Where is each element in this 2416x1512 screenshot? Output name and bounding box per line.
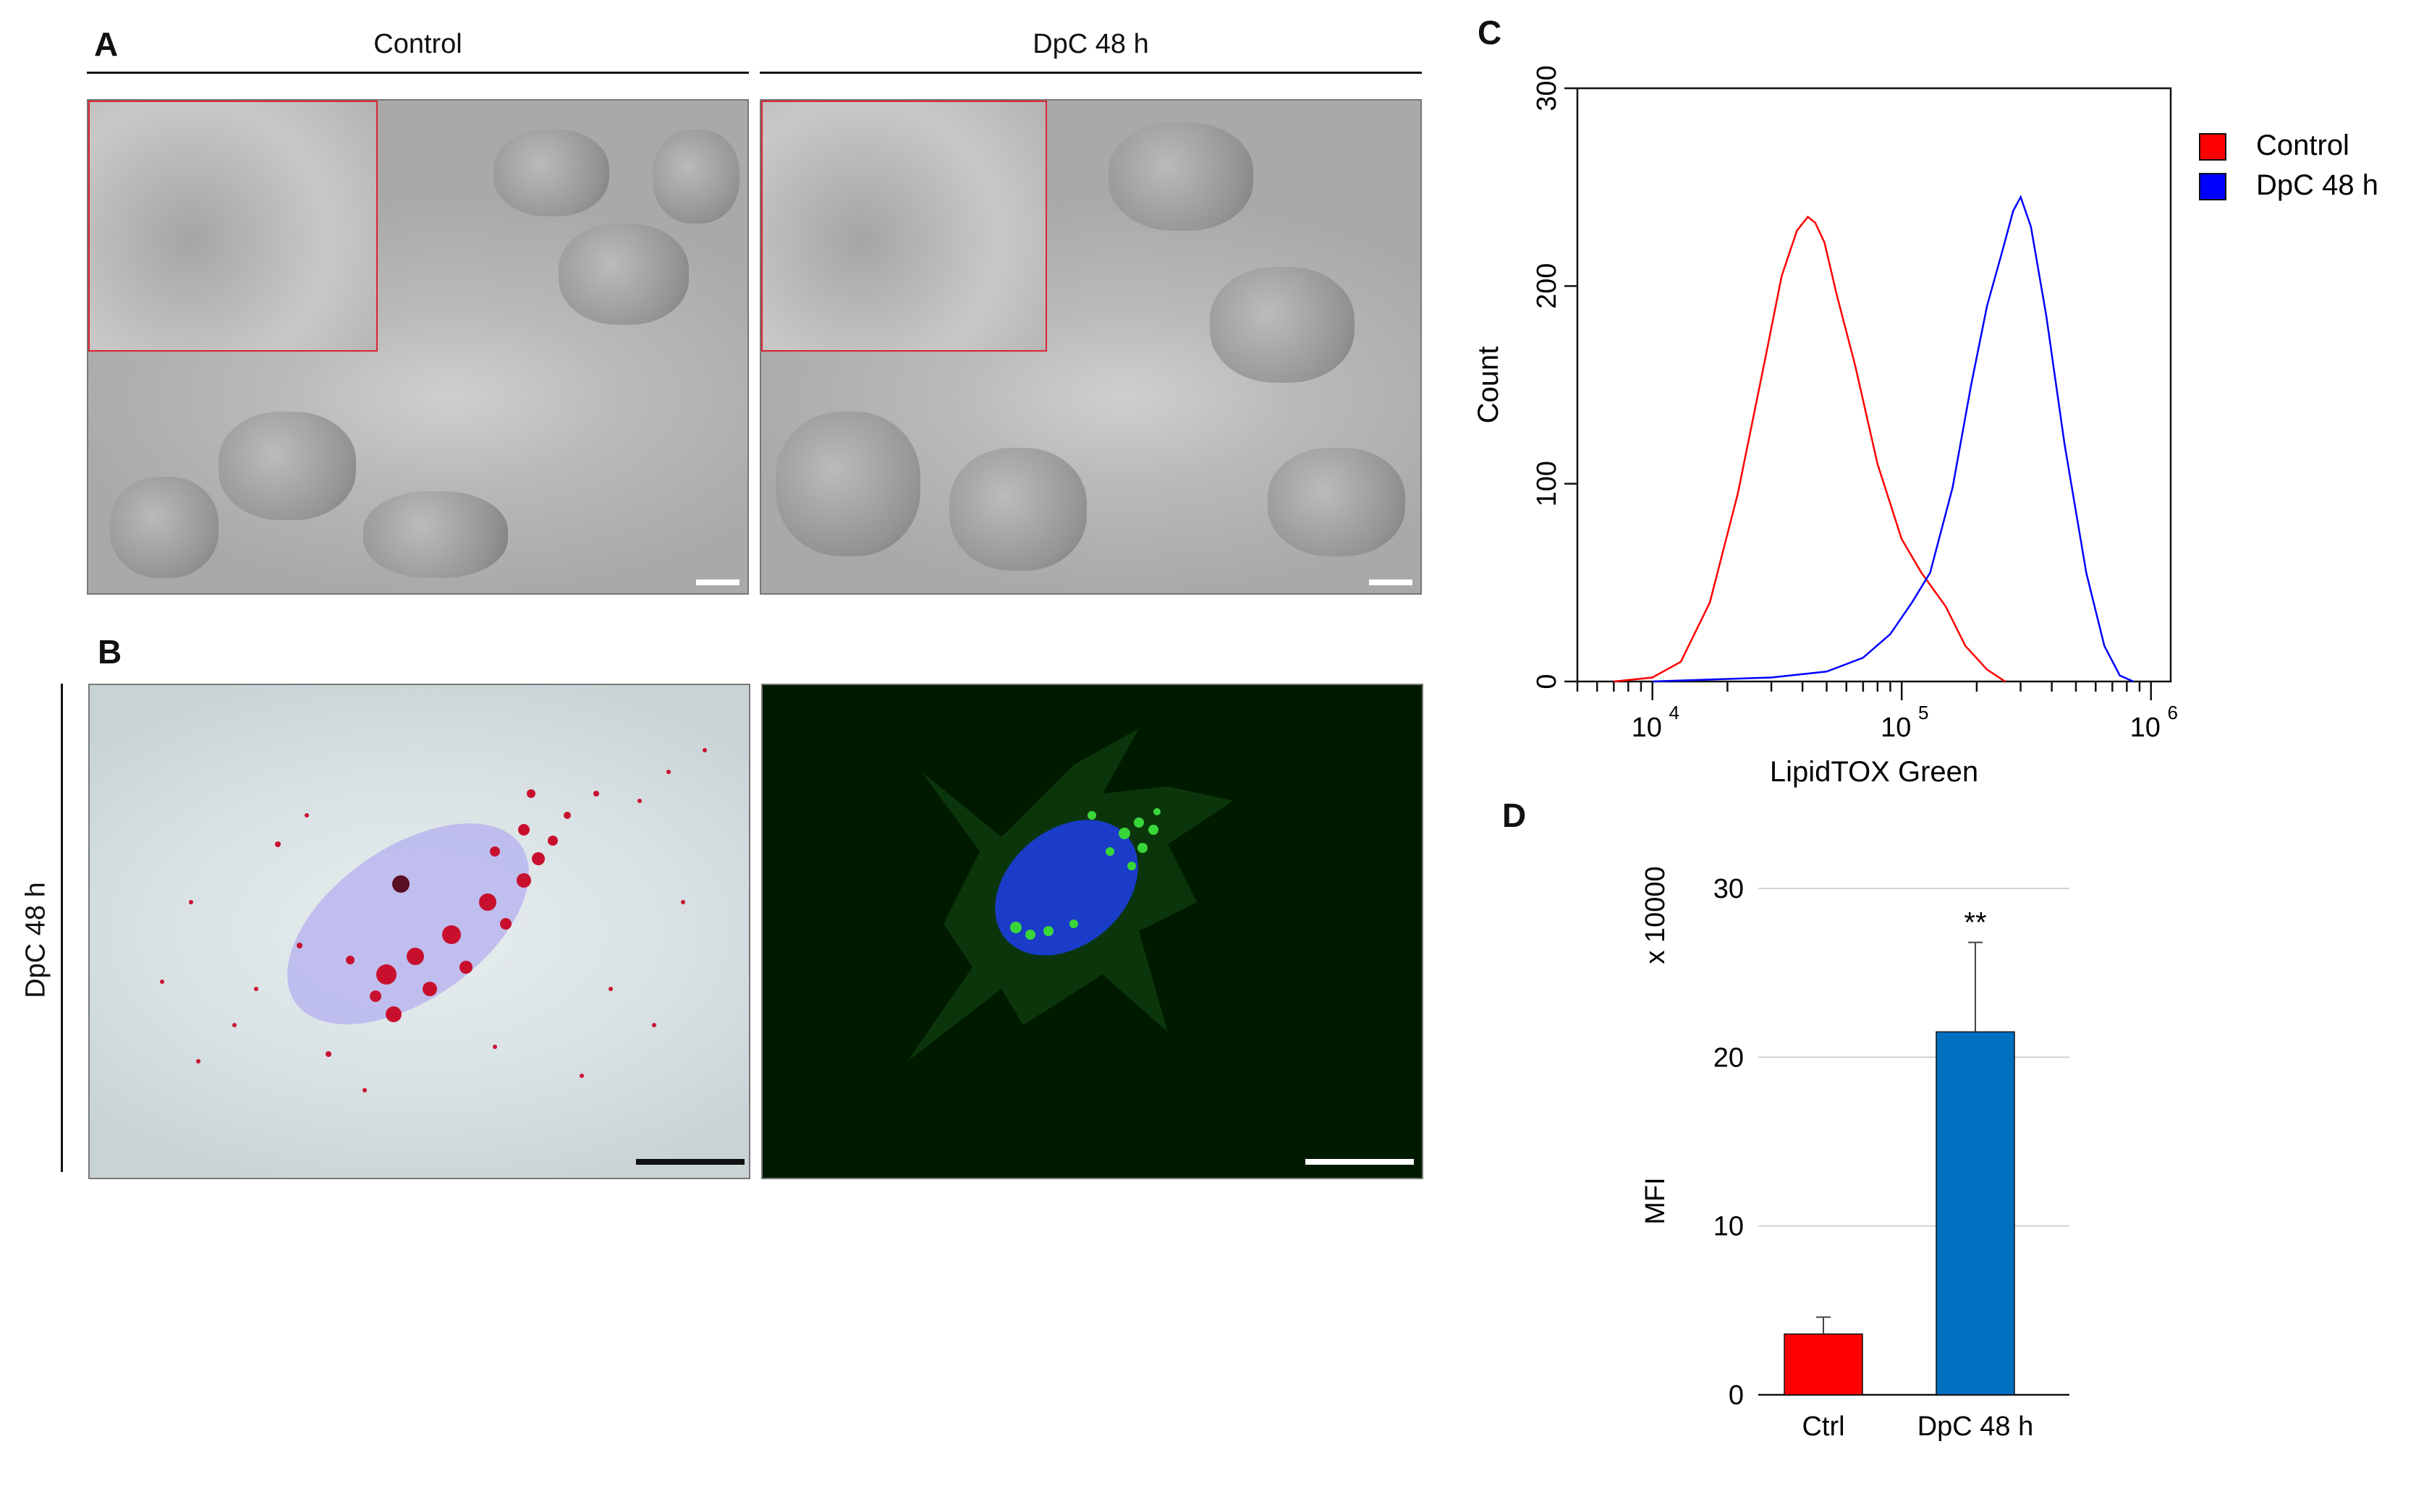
control-histogram-line <box>1614 215 2006 683</box>
panel-b-label: B <box>98 633 122 671</box>
dpc-phase-contrast-image <box>760 99 1422 595</box>
mfi-y-tick-label: 20 <box>1713 1042 1744 1073</box>
histogram-y-tick-label: 100 <box>1532 461 1562 506</box>
mfi-significance-annotation: ** <box>1964 907 1986 939</box>
panel-c-label: C <box>1478 14 1502 51</box>
histogram-x-tick-label: 10 <box>1632 713 1662 743</box>
legend-dpc-swatch <box>2199 173 2226 200</box>
dpc-histogram-line <box>1652 195 2134 683</box>
dpc-magnified-inset <box>761 101 1047 352</box>
panel-a-label: A <box>94 25 119 63</box>
legend-dpc-label: DpC 48 h <box>2256 169 2378 201</box>
control-phase-contrast-image <box>87 99 749 595</box>
oil-red-o-droplets <box>160 748 707 1092</box>
histogram-plot-frame <box>1576 87 2172 683</box>
fluorescence-scale-bar <box>1305 1159 1414 1165</box>
mfi-bar-chart: 0 10 20 30 Ctrl DpC 48 h ** x 10000 MFI <box>1640 866 2069 1442</box>
panel-a-dpc-header: DpC 48 h <box>1033 29 1149 59</box>
panel-b-row-label: DpC 48 h <box>20 882 51 998</box>
mfi-bar <box>1936 1031 2015 1396</box>
panel-a-control-header: Control <box>373 29 462 59</box>
mfi-y-tick-label: 10 <box>1713 1212 1744 1242</box>
histogram-x-tick-exponent: 5 <box>1918 702 1928 723</box>
histogram-y-tick-label: 300 <box>1532 65 1562 111</box>
histogram-y-tick-label: 200 <box>1532 263 1562 309</box>
legend-control-swatch <box>2199 133 2226 161</box>
histogram-x-tick-label: 10 <box>2130 713 2161 743</box>
panel-a-control-rule <box>87 72 749 74</box>
histogram-chart: 0 100 200 300 10 4 10 5 10 6 Count LipidTOX Gree… <box>1472 65 2378 788</box>
legend-control-label: Control <box>2256 129 2349 161</box>
dpc-scale-bar <box>1369 579 1412 585</box>
control-scale-bar <box>696 579 739 585</box>
histogram-x-tick-exponent: 4 <box>1669 702 1679 723</box>
histogram-y-tick-label: 0 <box>1532 674 1562 689</box>
histogram-y-axis-label: Count <box>1472 347 1504 424</box>
panel-a-dpc-rule <box>760 72 1422 74</box>
panel-d-label: D <box>1502 797 1527 834</box>
mfi-y-axis-label: MFI <box>1640 1177 1671 1224</box>
mfi-y-tick-label: 0 <box>1729 1380 1744 1411</box>
histogram-x-tick-label: 10 <box>1881 713 1911 743</box>
mfi-category-label: DpC 48 h <box>1917 1411 2034 1442</box>
mfi-category-label: Ctrl <box>1802 1411 1844 1442</box>
mfi-multiplier-label: x 10000 <box>1640 866 1671 964</box>
oil-red-o-scale-bar <box>636 1159 745 1165</box>
mfi-y-tick-label: 30 <box>1713 874 1744 904</box>
fluorescence-cell <box>907 729 1233 1061</box>
panel-b-row-rule <box>61 684 63 1172</box>
control-magnified-inset <box>88 101 378 352</box>
oil-red-o-stained-image <box>88 684 750 1179</box>
lipidtox-fluorescence-image <box>761 684 1423 1179</box>
histogram-x-tick-exponent: 6 <box>2167 702 2177 723</box>
histogram-x-axis-label: LipidTOX Green <box>1770 756 1978 788</box>
mfi-bar <box>1784 1333 1863 1396</box>
